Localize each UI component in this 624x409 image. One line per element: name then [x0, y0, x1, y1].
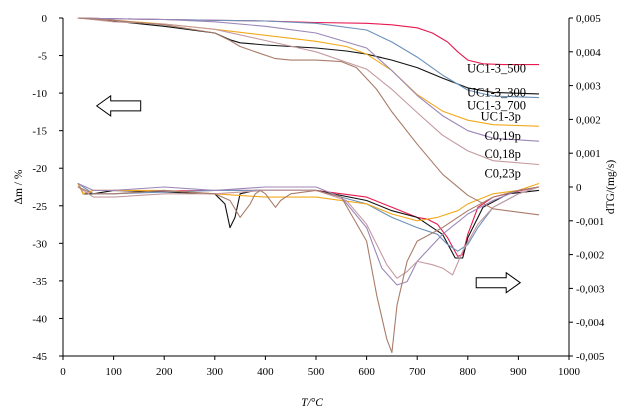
x-tick-label: 400 [257, 366, 274, 378]
y-left-tick-label: -5 [38, 51, 48, 63]
y-axis-left-title: Δm / % [13, 169, 25, 204]
x-tick-label: 200 [156, 366, 173, 378]
x-tick-label: 300 [207, 366, 224, 378]
series-label: UC1-3_300 [467, 86, 526, 100]
y-right-tick-label: -0,005 [576, 351, 605, 363]
series-label: C0,23p [484, 167, 520, 181]
dtg-line [77, 183, 540, 286]
y-left-tick-labels: 0 -5 -10 -15 -20 -25 -30 -35 -40 -45 [32, 13, 63, 363]
y-left-tick-label: -25 [32, 201, 47, 213]
x-tick-label: 500 [308, 366, 325, 378]
x-tick-label: 800 [460, 366, 477, 378]
y-right-tick-label: -0,003 [576, 283, 605, 295]
tg-line [77, 17, 540, 142]
tg-line [77, 17, 540, 216]
y-right-tick-label: -0,002 [576, 250, 604, 262]
y-right-tick-label: 0,004 [576, 47, 601, 59]
arrow-left-icon [95, 94, 142, 117]
x-tick-label: 1000 [558, 366, 581, 378]
y-right-tick-label: 0,005 [576, 13, 601, 25]
arrow-layer [95, 94, 522, 294]
x-tick-label: 700 [409, 366, 426, 378]
series-label: C0,18p [484, 147, 520, 161]
y-left-tick-label: -40 [32, 313, 47, 325]
series-label: UC1-3_700 [467, 98, 526, 112]
y-right-tick-label: -0,001 [576, 216, 604, 228]
y-axis-right-title: dTG/(mg/s) [605, 160, 617, 214]
y-left-tick-label: -45 [32, 351, 47, 363]
series-label: UC1-3p [481, 110, 521, 124]
series-label: C0,19p [484, 129, 520, 143]
y-right-tick-label: 0,002 [576, 114, 601, 126]
x-tick-label: 900 [510, 366, 527, 378]
y-right-tick-label: 0,001 [576, 148, 601, 160]
dtg-line [77, 186, 540, 354]
tg-line [77, 17, 540, 95]
tg-line [77, 17, 540, 166]
y-left-tick-label: -30 [32, 238, 47, 250]
series-label: UC1-3_500 [467, 62, 526, 76]
y-right-tick-labels: 0,005 0,004 0,003 0,002 0,001 0 -0,001 -0,002 -0… [569, 13, 605, 363]
y-left-tick-label: -15 [32, 126, 47, 138]
y-left-tick-label: -20 [32, 163, 47, 175]
x-tick-labels: 0 100 200 300 400 500 600 700 800 900 1000 [60, 356, 581, 378]
x-tick-label: 600 [358, 366, 375, 378]
y-right-tick-label: -0,004 [576, 317, 605, 329]
y-right-tick-label: 0 [576, 182, 582, 194]
y-left-tick-label: 0 [42, 13, 48, 25]
y-left-tick-label: -10 [32, 88, 47, 100]
x-tick-label: 100 [105, 366, 122, 378]
y-left-tick-label: -35 [32, 276, 47, 288]
y-right-tick-label: 0,003 [576, 81, 601, 93]
dtg-line [77, 186, 540, 279]
dtg-line [77, 183, 540, 252]
series-layer [77, 17, 540, 354]
arrow-right-icon [475, 271, 522, 294]
x-tick-label: 0 [60, 366, 66, 378]
dtg-line [77, 183, 540, 222]
x-axis-title: T/°C [301, 397, 323, 409]
